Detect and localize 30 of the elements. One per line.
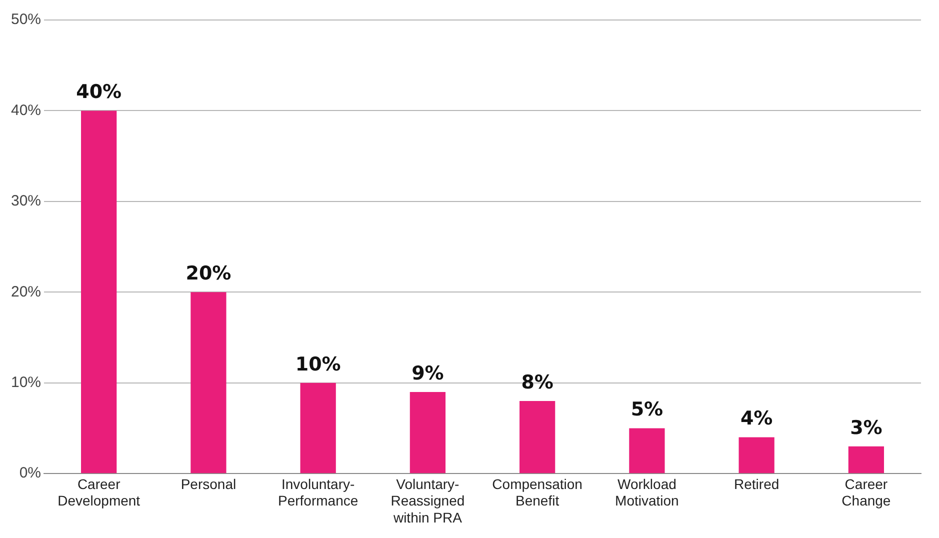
data-label: 10% — [295, 353, 341, 376]
bar — [848, 446, 884, 474]
x-tick-label: Workload Motivation — [615, 476, 679, 509]
x-tick-label: Career Change — [842, 476, 891, 509]
x-tick-label: Personal — [180, 476, 236, 492]
bar — [300, 382, 336, 474]
bar — [520, 401, 556, 474]
data-label: 8% — [521, 371, 554, 394]
bar — [629, 428, 665, 474]
data-label: 5% — [630, 398, 664, 421]
x-tick-label: Career Development — [58, 476, 140, 509]
y-tick-label: 40% — [10, 102, 42, 119]
y-tick-label: 20% — [10, 283, 42, 300]
y-tick-label: 30% — [10, 192, 42, 210]
data-label: 20% — [186, 262, 232, 285]
data-label: 4% — [740, 408, 773, 430]
x-tick-label: Involuntary-Performance — [278, 476, 358, 509]
data-label: 9% — [412, 362, 444, 384]
bar — [81, 110, 117, 474]
bar — [738, 437, 774, 474]
y-tick-label: 0% — [19, 464, 42, 482]
y-tick-label: 10% — [10, 374, 42, 392]
x-tick-label: Compensation Benefit — [492, 476, 582, 509]
bar — [410, 392, 446, 474]
data-label: 3% — [850, 416, 882, 439]
x-tick-label: Voluntary-Reassigned within PRA — [390, 476, 465, 526]
y-tick-label: 50% — [10, 11, 42, 28]
data-label: 40% — [76, 81, 122, 104]
bar — [190, 292, 226, 474]
x-tick-label: Retired — [734, 476, 780, 492]
